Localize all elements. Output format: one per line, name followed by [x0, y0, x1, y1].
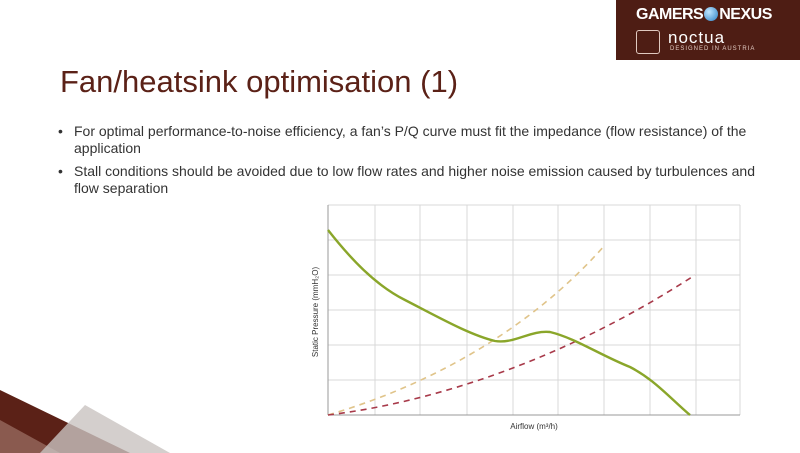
logo-name: noctua	[668, 28, 726, 47]
logo-tagline: DESIGNED IN AUSTRIA	[670, 46, 756, 52]
globe-icon	[704, 7, 719, 21]
slide-title: Fan/heatsink optimisation (1)	[60, 64, 459, 99]
grid	[328, 204, 741, 415]
x-axis-label: Airflow (m³/h)	[510, 422, 558, 431]
impedance-curve	[327, 274, 696, 416]
brand: GAMERS NEXUS	[636, 6, 772, 24]
logo: GAMERS NEXUS noctua DESIGNED IN AUSTRIA	[616, 0, 800, 60]
bullet: Stall conditions should be avoided due t…	[58, 163, 758, 197]
corner-shape	[0, 420, 60, 453]
brand-text: NEXUS	[719, 6, 772, 23]
y-axis-label: Static Pressure (mmH₂O)	[311, 267, 320, 358]
brand-text: GAMERS	[636, 6, 704, 23]
corner-shape	[40, 405, 170, 453]
logo-mark	[636, 30, 660, 54]
bullet: For optimal performance-to-noise efficie…	[58, 123, 758, 157]
fan-curve	[327, 229, 691, 416]
bullet-list: For optimal performance-to-noise efficie…	[58, 123, 758, 203]
